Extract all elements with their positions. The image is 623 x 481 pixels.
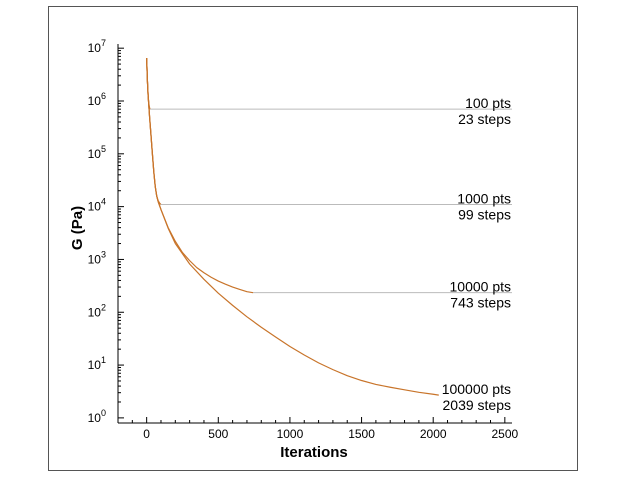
y-tick-label: 100 (88, 408, 106, 425)
x-tick-label: 2000 (420, 427, 447, 441)
y-tick-label: 106 (88, 91, 106, 108)
y-axis-ticks: 100 101 102 103 104 105 106 107 (88, 38, 124, 425)
y-tick-label: 102 (88, 302, 106, 319)
y-tick-label: 103 (88, 249, 106, 266)
annotation-points: 100 pts (465, 95, 511, 111)
series-line (146, 58, 162, 205)
annotation-steps: 2039 steps (443, 397, 512, 413)
x-axis-ticks: 0 500 1000 1500 2000 2500 (131, 417, 519, 441)
annotation-steps: 99 steps (458, 206, 511, 222)
annotation-points: 100000 pts (442, 381, 511, 397)
x-tick-label: 1000 (277, 427, 304, 441)
figure-frame (48, 6, 578, 471)
series-line (146, 58, 254, 294)
annotation-steps: 743 steps (450, 295, 511, 311)
x-tick-label: 500 (208, 427, 228, 441)
x-tick-label: 0 (143, 427, 150, 441)
y-axis-title: G (Pa) (69, 206, 86, 250)
y-tick-label: 101 (88, 355, 106, 372)
x-tick-label: 2500 (491, 427, 518, 441)
plot-area (146, 58, 512, 396)
y-tick-label: 104 (88, 197, 106, 214)
y-tick-label: 107 (88, 38, 106, 55)
annotation-points: 1000 pts (457, 190, 511, 206)
annotation-points: 10000 pts (450, 279, 512, 295)
series-line (146, 58, 439, 396)
x-axis-title: Iterations (280, 444, 348, 461)
x-tick-label: 1500 (348, 427, 375, 441)
annotation-steps: 23 steps (458, 111, 511, 127)
y-tick-label: 105 (88, 144, 106, 161)
